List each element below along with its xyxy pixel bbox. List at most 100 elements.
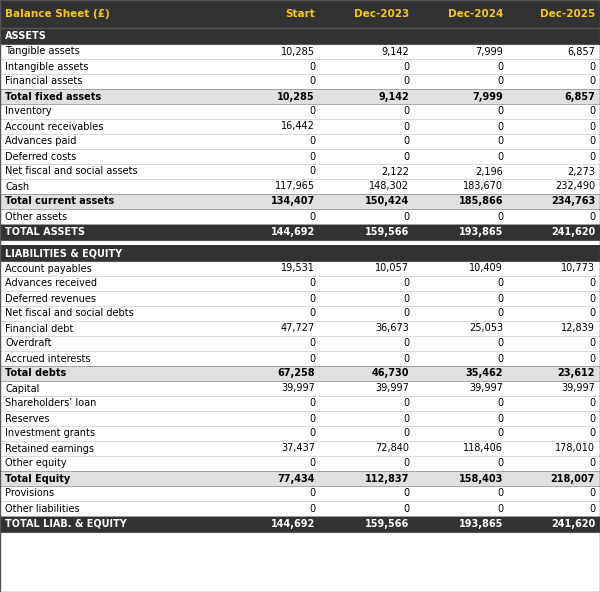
Text: 193,865: 193,865 <box>458 227 503 237</box>
Bar <box>0 0 600 28</box>
Text: 0: 0 <box>403 488 409 498</box>
Text: Overdraft: Overdraft <box>5 339 52 349</box>
Text: 10,057: 10,057 <box>375 263 409 274</box>
Text: 0: 0 <box>309 339 315 349</box>
Bar <box>0 381 600 396</box>
Text: 0: 0 <box>497 398 503 408</box>
Text: Deferred costs: Deferred costs <box>5 152 76 162</box>
Text: Deferred revenues: Deferred revenues <box>5 294 96 304</box>
Bar <box>0 89 600 104</box>
Text: 9,142: 9,142 <box>378 92 409 101</box>
Text: 0: 0 <box>589 121 595 131</box>
Text: 0: 0 <box>309 137 315 146</box>
Text: 0: 0 <box>497 339 503 349</box>
Bar <box>0 426 600 441</box>
Bar <box>0 119 600 134</box>
Text: TOTAL ASSETS: TOTAL ASSETS <box>5 227 85 237</box>
Text: 0: 0 <box>589 62 595 72</box>
Text: 0: 0 <box>403 278 409 288</box>
Bar <box>0 306 600 321</box>
Text: 35,462: 35,462 <box>466 368 503 378</box>
Text: 0: 0 <box>589 488 595 498</box>
Bar <box>0 74 600 89</box>
Text: 6,857: 6,857 <box>567 47 595 56</box>
Text: 10,773: 10,773 <box>561 263 595 274</box>
Text: 218,007: 218,007 <box>551 474 595 484</box>
Text: 10,409: 10,409 <box>469 263 503 274</box>
Text: TOTAL LIAB. & EQUITY: TOTAL LIAB. & EQUITY <box>5 519 127 529</box>
Bar <box>0 501 600 516</box>
Text: 0: 0 <box>309 413 315 423</box>
Text: Balance Sheet (£): Balance Sheet (£) <box>5 9 110 19</box>
Text: 0: 0 <box>403 294 409 304</box>
Text: LIABILITIES & EQUITY: LIABILITIES & EQUITY <box>5 248 122 258</box>
Bar <box>0 245 600 261</box>
Text: ASSETS: ASSETS <box>5 31 47 41</box>
Text: 178,010: 178,010 <box>555 443 595 453</box>
Text: Advances paid: Advances paid <box>5 137 76 146</box>
Text: 0: 0 <box>497 429 503 439</box>
Bar <box>0 59 600 74</box>
Text: 118,406: 118,406 <box>463 443 503 453</box>
Text: 0: 0 <box>589 339 595 349</box>
Text: Other liabilities: Other liabilities <box>5 504 80 513</box>
Bar <box>0 276 600 291</box>
Text: 0: 0 <box>403 398 409 408</box>
Bar <box>0 471 600 486</box>
Text: 117,965: 117,965 <box>275 182 315 191</box>
Text: 46,730: 46,730 <box>371 368 409 378</box>
Text: 0: 0 <box>497 353 503 363</box>
Bar <box>0 516 600 532</box>
Text: 159,566: 159,566 <box>365 227 409 237</box>
Text: 0: 0 <box>589 294 595 304</box>
Text: Inventory: Inventory <box>5 107 52 117</box>
Bar <box>0 44 600 59</box>
Text: Investment grants: Investment grants <box>5 429 95 439</box>
Text: 23,612: 23,612 <box>557 368 595 378</box>
Text: Shareholders’ loan: Shareholders’ loan <box>5 398 97 408</box>
Bar <box>0 224 600 240</box>
Bar <box>0 441 600 456</box>
Bar <box>0 134 600 149</box>
Text: 67,258: 67,258 <box>277 368 315 378</box>
Text: Other equity: Other equity <box>5 458 67 468</box>
Text: 0: 0 <box>403 62 409 72</box>
Bar <box>0 149 600 164</box>
Text: 0: 0 <box>403 458 409 468</box>
Text: 0: 0 <box>497 488 503 498</box>
Text: 0: 0 <box>589 211 595 221</box>
Text: 0: 0 <box>403 308 409 318</box>
Text: 39,997: 39,997 <box>375 384 409 394</box>
Text: Provisions: Provisions <box>5 488 54 498</box>
Text: 0: 0 <box>497 413 503 423</box>
Text: 12,839: 12,839 <box>561 323 595 333</box>
Text: Reserves: Reserves <box>5 413 49 423</box>
Text: 0: 0 <box>497 107 503 117</box>
Text: 0: 0 <box>403 413 409 423</box>
Text: Cash: Cash <box>5 182 29 191</box>
Text: 241,620: 241,620 <box>551 519 595 529</box>
Text: 0: 0 <box>589 152 595 162</box>
Text: 193,865: 193,865 <box>458 519 503 529</box>
Text: 0: 0 <box>309 308 315 318</box>
Text: Other assets: Other assets <box>5 211 67 221</box>
Text: 185,866: 185,866 <box>458 197 503 207</box>
Bar <box>0 209 600 224</box>
Text: 39,997: 39,997 <box>469 384 503 394</box>
Text: 10,285: 10,285 <box>277 92 315 101</box>
Text: 134,407: 134,407 <box>271 197 315 207</box>
Text: 2,122: 2,122 <box>381 166 409 176</box>
Text: 0: 0 <box>497 62 503 72</box>
Text: 0: 0 <box>403 211 409 221</box>
Text: 0: 0 <box>589 458 595 468</box>
Text: 0: 0 <box>309 211 315 221</box>
Text: 0: 0 <box>589 308 595 318</box>
Bar <box>0 291 600 306</box>
Bar <box>0 179 600 194</box>
Text: 0: 0 <box>589 107 595 117</box>
Bar <box>0 104 600 119</box>
Text: 7,999: 7,999 <box>475 47 503 56</box>
Text: 0: 0 <box>309 398 315 408</box>
Bar <box>0 336 600 351</box>
Bar <box>0 456 600 471</box>
